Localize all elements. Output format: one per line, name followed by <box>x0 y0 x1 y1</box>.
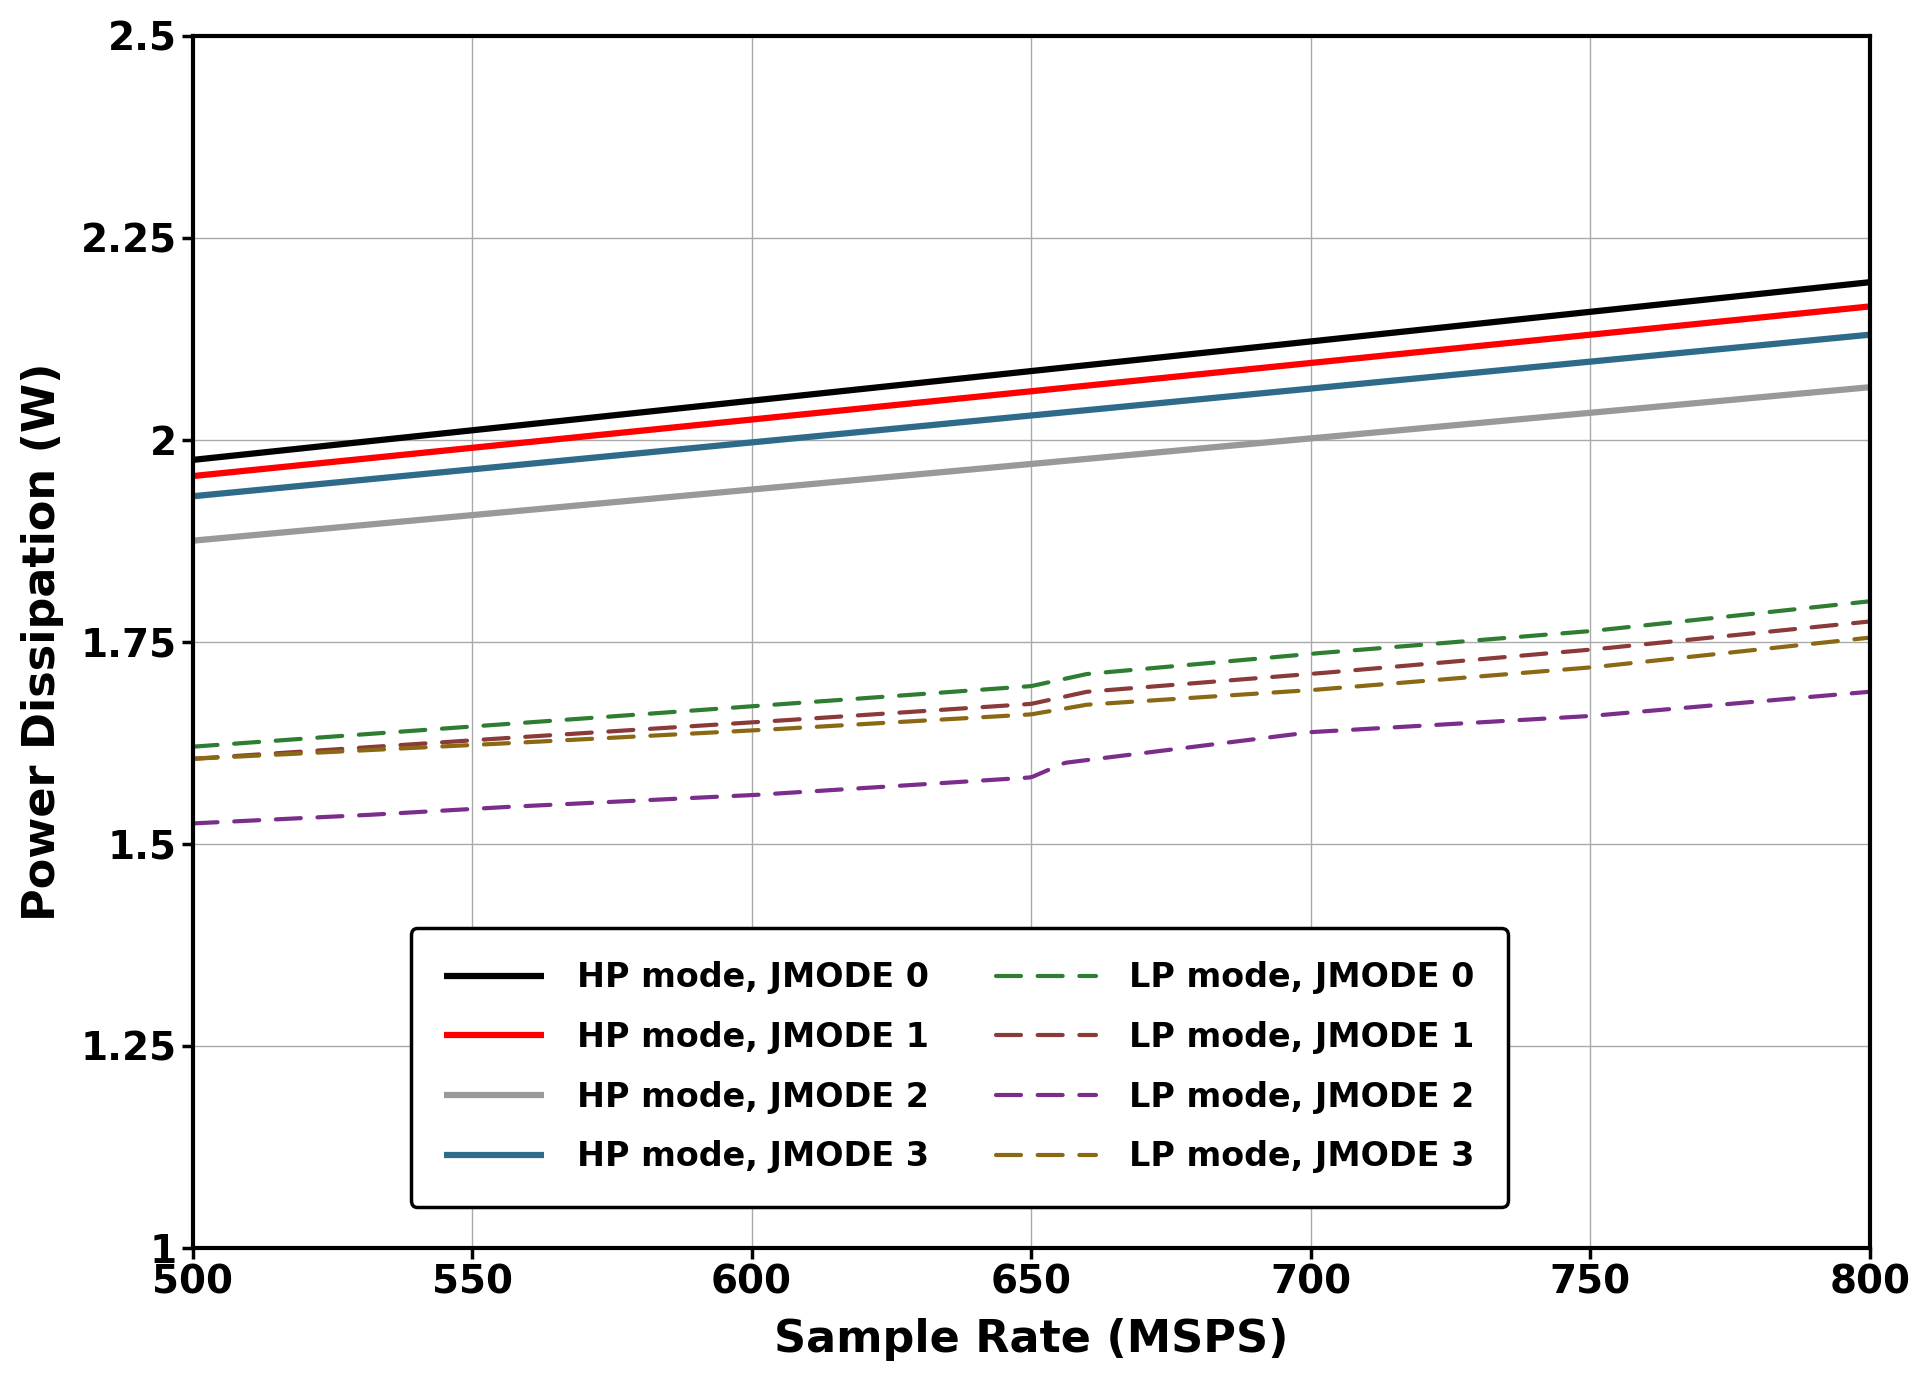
LP mode, JMODE 3 <box>1089 695 1112 712</box>
LP mode, JMODE 2 <box>1089 750 1112 767</box>
Y-axis label: Power Dissipation (W): Power Dissipation (W) <box>21 362 64 920</box>
HP mode, JMODE 2 <box>1556 406 1579 423</box>
LP mode, JMODE 2 <box>181 815 205 832</box>
Legend: HP mode, JMODE 0, HP mode, JMODE 1, HP mode, JMODE 2, HP mode, JMODE 3, LP mode,: HP mode, JMODE 0, HP mode, JMODE 1, HP m… <box>411 927 1507 1206</box>
HP mode, JMODE 2 <box>977 460 1000 477</box>
HP mode, JMODE 0 <box>986 366 1009 383</box>
LP mode, JMODE 2 <box>977 771 1000 788</box>
LP mode, JMODE 0 <box>1816 597 1839 614</box>
HP mode, JMODE 2 <box>1179 441 1202 457</box>
HP mode, JMODE 1 <box>986 386 1009 402</box>
HP mode, JMODE 3 <box>181 488 205 504</box>
HP mode, JMODE 3 <box>977 412 1000 428</box>
HP mode, JMODE 1 <box>1816 303 1839 319</box>
LP mode, JMODE 1 <box>1857 614 1880 630</box>
HP mode, JMODE 0 <box>1556 305 1579 322</box>
LP mode, JMODE 1 <box>181 750 205 767</box>
LP mode, JMODE 3 <box>1556 661 1579 677</box>
LP mode, JMODE 1 <box>1179 676 1202 692</box>
Line: HP mode, JMODE 2: HP mode, JMODE 2 <box>193 387 1868 540</box>
HP mode, JMODE 0 <box>1816 278 1839 294</box>
HP mode, JMODE 0 <box>1089 355 1112 372</box>
LP mode, JMODE 2 <box>986 771 1009 788</box>
LP mode, JMODE 3 <box>986 708 1009 724</box>
HP mode, JMODE 3 <box>1857 326 1880 343</box>
HP mode, JMODE 1 <box>1556 329 1579 346</box>
HP mode, JMODE 2 <box>181 532 205 549</box>
LP mode, JMODE 0 <box>1556 625 1579 641</box>
LP mode, JMODE 2 <box>1556 709 1579 726</box>
HP mode, JMODE 2 <box>1089 449 1112 466</box>
Line: LP mode, JMODE 1: LP mode, JMODE 1 <box>193 622 1868 759</box>
Line: HP mode, JMODE 3: HP mode, JMODE 3 <box>193 334 1868 496</box>
LP mode, JMODE 0 <box>1089 665 1112 681</box>
HP mode, JMODE 2 <box>1857 379 1880 395</box>
HP mode, JMODE 3 <box>1556 355 1579 372</box>
Line: LP mode, JMODE 2: LP mode, JMODE 2 <box>193 692 1868 824</box>
LP mode, JMODE 1 <box>1816 618 1839 634</box>
HP mode, JMODE 1 <box>181 467 205 484</box>
LP mode, JMODE 2 <box>1857 684 1880 701</box>
LP mode, JMODE 1 <box>1089 683 1112 699</box>
LP mode, JMODE 1 <box>977 698 1000 714</box>
Line: LP mode, JMODE 3: LP mode, JMODE 3 <box>193 637 1868 759</box>
X-axis label: Sample Rate (MSPS): Sample Rate (MSPS) <box>774 1318 1287 1361</box>
LP mode, JMODE 1 <box>1556 644 1579 661</box>
HP mode, JMODE 1 <box>1179 366 1202 383</box>
LP mode, JMODE 1 <box>986 698 1009 714</box>
LP mode, JMODE 2 <box>1179 739 1202 756</box>
HP mode, JMODE 0 <box>1179 346 1202 362</box>
LP mode, JMODE 0 <box>977 681 1000 698</box>
HP mode, JMODE 1 <box>1857 299 1880 315</box>
Line: HP mode, JMODE 1: HP mode, JMODE 1 <box>193 307 1868 475</box>
HP mode, JMODE 3 <box>1816 330 1839 347</box>
HP mode, JMODE 3 <box>1089 401 1112 417</box>
HP mode, JMODE 3 <box>1179 392 1202 409</box>
HP mode, JMODE 0 <box>977 368 1000 384</box>
HP mode, JMODE 0 <box>181 452 205 468</box>
LP mode, JMODE 0 <box>1857 593 1880 609</box>
LP mode, JMODE 0 <box>181 738 205 755</box>
LP mode, JMODE 0 <box>1179 656 1202 673</box>
LP mode, JMODE 3 <box>1816 634 1839 651</box>
HP mode, JMODE 3 <box>986 410 1009 427</box>
LP mode, JMODE 3 <box>1179 690 1202 706</box>
HP mode, JMODE 1 <box>977 387 1000 404</box>
HP mode, JMODE 2 <box>986 459 1009 475</box>
LP mode, JMODE 3 <box>977 709 1000 726</box>
HP mode, JMODE 0 <box>1857 274 1880 290</box>
HP mode, JMODE 1 <box>1089 376 1112 392</box>
LP mode, JMODE 3 <box>1857 629 1880 645</box>
LP mode, JMODE 3 <box>181 750 205 767</box>
LP mode, JMODE 2 <box>1816 687 1839 703</box>
HP mode, JMODE 2 <box>1816 383 1839 399</box>
LP mode, JMODE 0 <box>986 680 1009 697</box>
Line: HP mode, JMODE 0: HP mode, JMODE 0 <box>193 282 1868 460</box>
Line: LP mode, JMODE 0: LP mode, JMODE 0 <box>193 601 1868 746</box>
